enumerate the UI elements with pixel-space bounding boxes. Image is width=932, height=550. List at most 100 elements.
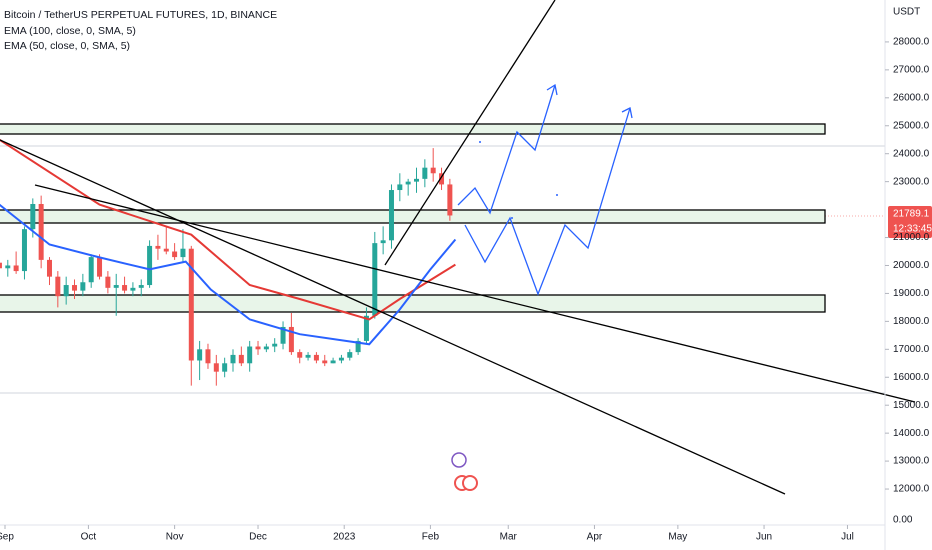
- y-tick-label: 23000.0: [893, 176, 930, 187]
- candle-body: [63, 285, 69, 297]
- candle-body: [439, 173, 445, 185]
- plot: [0, 138, 457, 386]
- x-tick-label: Mar: [500, 532, 518, 543]
- currency-label: USDT: [893, 7, 920, 18]
- candle-body: [130, 287, 136, 291]
- candle-body: [263, 346, 269, 350]
- candle-body: [347, 352, 353, 358]
- candle-body: [122, 285, 128, 291]
- candle-body: [13, 265, 19, 272]
- candle-body: [163, 248, 169, 252]
- candle-body: [230, 354, 236, 364]
- x-tick-label: Jul: [841, 532, 854, 543]
- x-tick-label: Oct: [81, 532, 97, 543]
- candle-body: [113, 285, 119, 288]
- y-tick-label: 15000.0: [893, 400, 930, 411]
- x-tick-label: Dec: [249, 532, 267, 543]
- candle-body: [188, 248, 194, 361]
- dot: [511, 217, 513, 219]
- price-tag: [888, 206, 932, 238]
- scale-label: 0.00: [893, 515, 913, 526]
- candle-body: [355, 340, 361, 353]
- x-tick-label: Apr: [587, 532, 603, 543]
- y-tick-label: 12000.0: [893, 484, 930, 495]
- candle-body: [38, 204, 44, 260]
- legend-entry: EMA (100, close, 0, SMA, 5): [4, 25, 136, 37]
- event-icon[interactable]: [451, 452, 467, 468]
- projection: [464, 107, 631, 296]
- candle-body: [138, 285, 144, 288]
- candle-body: [46, 259, 52, 277]
- candle-body: [97, 257, 103, 277]
- y-tick-label: 26000.0: [893, 92, 930, 103]
- candle-body: [155, 245, 161, 249]
- candle-body: [180, 248, 186, 258]
- candle-body: [297, 352, 303, 358]
- candle-body: [363, 315, 369, 341]
- candle-body: [55, 276, 61, 297]
- candle-body: [213, 363, 219, 372]
- candle-body: [388, 190, 394, 241]
- candle-body: [88, 257, 94, 283]
- y-tick-label: 16000.0: [893, 372, 930, 383]
- y-tick-label: 17000.0: [893, 344, 930, 355]
- x-tick-label: May: [668, 532, 687, 543]
- x-tick-label: Feb: [422, 532, 440, 543]
- candle-body: [338, 357, 344, 361]
- countdown: 12:33:45: [893, 224, 932, 235]
- candle-body: [422, 167, 428, 179]
- y-tick-label: 14000.0: [893, 428, 930, 439]
- trend-line: [384, 0, 556, 266]
- candle-body: [222, 363, 228, 372]
- candle-body: [288, 326, 294, 353]
- candle-body: [172, 251, 178, 258]
- candle-body: [205, 349, 211, 364]
- candle-body: [322, 360, 328, 364]
- trend-line: [34, 184, 916, 403]
- chart-title: Bitcoin / TetherUS PERPETUAL FUTURES, 1D…: [4, 9, 277, 21]
- candle-body: [380, 240, 386, 244]
- candle-body: [197, 349, 203, 361]
- zone: [0, 294, 826, 313]
- candle-body: [80, 282, 86, 291]
- y-tick-label: 27000.0: [893, 65, 930, 76]
- y-tick-label: 24000.0: [893, 148, 930, 159]
- candle-body: [0, 262, 2, 269]
- drawings: [0, 0, 916, 495]
- ema-line: [0, 138, 456, 321]
- candle-body: [238, 354, 244, 364]
- candle-body: [255, 346, 261, 350]
- dot: [556, 194, 558, 196]
- candle-body: [72, 285, 78, 291]
- arrow-head: [621, 107, 633, 119]
- y-tick-label: 19000.0: [893, 288, 930, 299]
- y-tick-label: 21000.0: [893, 232, 930, 243]
- x-tick-label: Sep: [0, 532, 14, 543]
- candle-body: [305, 354, 311, 358]
- candle-body: [30, 204, 36, 230]
- candle-body: [447, 184, 453, 216]
- candle-body: [330, 360, 336, 364]
- y-tick-label: 25000.0: [893, 120, 930, 131]
- zones: [0, 123, 826, 313]
- x-tick-label: 2023: [333, 532, 356, 543]
- candle-body: [247, 346, 253, 364]
- y-tick-label: 13000.0: [893, 456, 930, 467]
- candle-body: [272, 343, 278, 347]
- candle-body: [5, 265, 11, 269]
- y-tick-label: 20000.0: [893, 260, 930, 271]
- x-tick-label: Nov: [166, 532, 184, 543]
- arrow-head: [546, 83, 558, 96]
- candle-body: [147, 245, 153, 286]
- candle-body: [414, 178, 420, 182]
- y-tick-label: 28000.0: [893, 37, 930, 48]
- last-price: 21789.1: [893, 209, 930, 220]
- y-tick-label: 18000.0: [893, 316, 930, 327]
- event-icon[interactable]: [462, 475, 478, 491]
- candle-body: [430, 167, 436, 174]
- x-tick-label: Jun: [756, 532, 772, 543]
- candle-body: [21, 229, 27, 272]
- candle-body: [280, 326, 286, 344]
- legend-entry: EMA (50, close, 0, SMA, 5): [4, 40, 130, 52]
